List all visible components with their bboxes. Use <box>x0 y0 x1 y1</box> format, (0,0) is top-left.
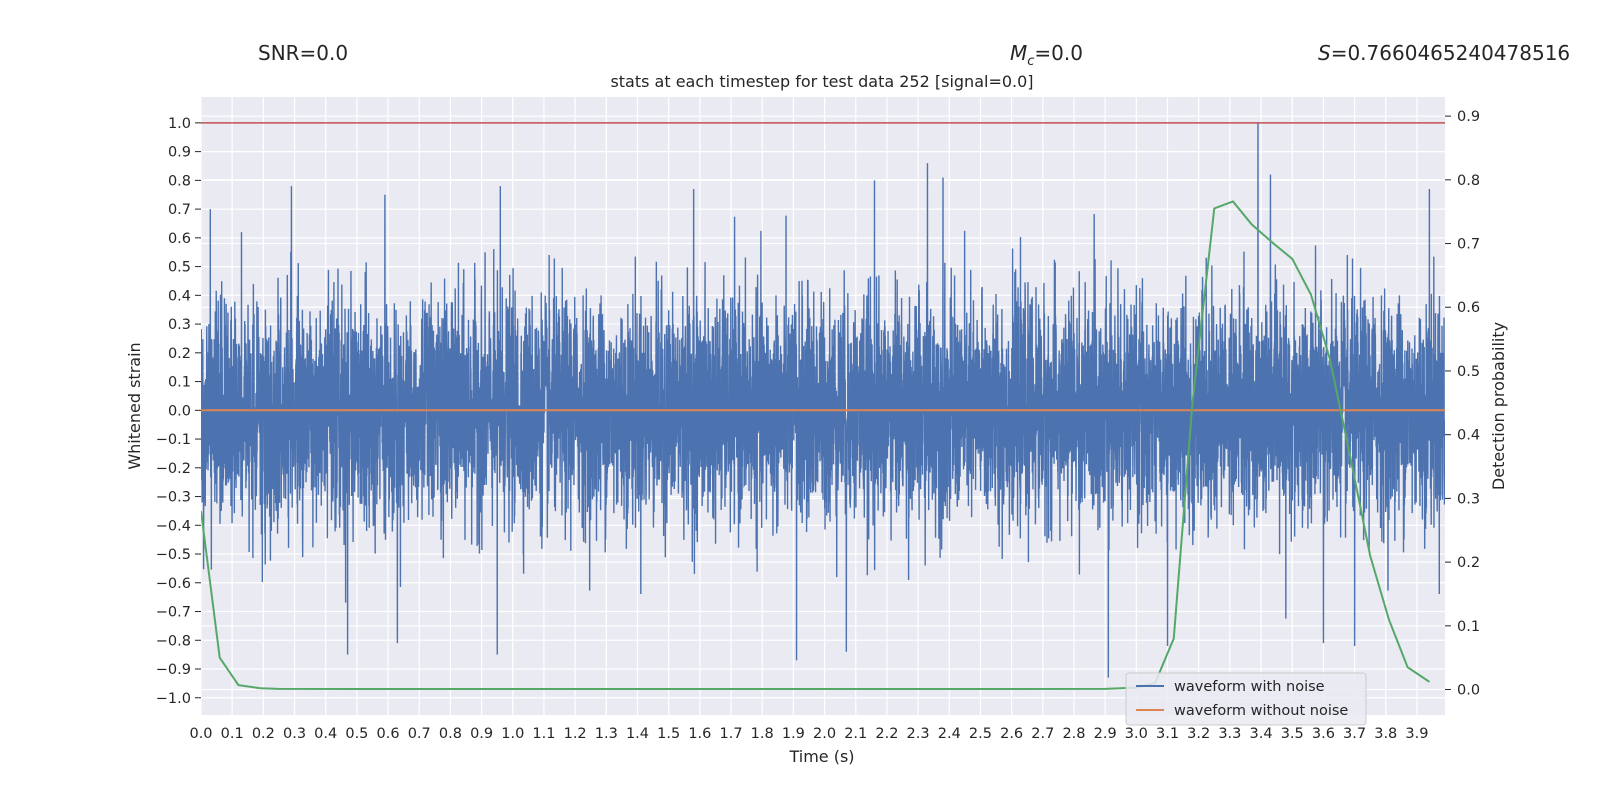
x-tick-label: 3.6 <box>1312 726 1335 742</box>
y-left-tick-label: 0.6 <box>168 231 191 247</box>
y-left-tick-label: 0.9 <box>168 145 191 161</box>
x-tick-label: 0.8 <box>439 726 462 742</box>
x-tick-label: 3.2 <box>1187 726 1210 742</box>
snr-label: SNR=0.0 <box>258 41 348 65</box>
y-right-tick-label: 0.0 <box>1457 683 1480 699</box>
y-left-tick-label: −0.8 <box>156 633 191 649</box>
y-left-tick-label: −0.7 <box>156 605 191 621</box>
y-axis-right-ticks: 0.9 0.8 0.7 0.6 0.5 0.4 0.3 0.2 0.1 0.0 <box>1445 109 1480 699</box>
s-label: S=0.7660465240478516 <box>1318 41 1570 65</box>
x-tick-label: 2.6 <box>1000 726 1023 742</box>
x-tick-label: 0.1 <box>221 726 244 742</box>
y-axis-right-label: Detection probability <box>1489 322 1508 490</box>
x-tick-label: 0.3 <box>283 726 306 742</box>
x-tick-label: 2.0 <box>813 726 836 742</box>
x-tick-label: 1.9 <box>782 726 805 742</box>
x-tick-label: 1.3 <box>595 726 618 742</box>
s-value: =0.7660465240478516 <box>1331 41 1570 65</box>
y-left-tick-label: −1.0 <box>156 691 191 707</box>
mc-value: =0.0 <box>1034 41 1083 65</box>
y-right-tick-label: 0.7 <box>1457 237 1480 253</box>
legend-entry-noise: waveform with noise <box>1174 679 1325 695</box>
y-left-tick-label: −0.9 <box>156 662 191 678</box>
mc-label: Mc=0.0 <box>1010 41 1083 69</box>
x-axis-label: Time (s) <box>788 747 854 766</box>
y-left-tick-label: −0.3 <box>156 490 191 506</box>
y-left-tick-label: 0.4 <box>168 288 191 304</box>
legend: waveform with noise waveform without noi… <box>1125 672 1367 726</box>
y-left-tick-label: 0.3 <box>168 317 191 333</box>
y-left-tick-label: 0.2 <box>168 346 191 362</box>
legend-entry-clean: waveform without noise <box>1174 703 1348 719</box>
y-right-tick-label: 0.6 <box>1457 300 1480 316</box>
x-tick-label: 2.9 <box>1094 726 1117 742</box>
x-tick-label: 2.5 <box>969 726 992 742</box>
x-tick-label: 1.8 <box>751 726 774 742</box>
x-tick-label: 3.3 <box>1218 726 1241 742</box>
x-tick-label: 3.0 <box>1125 726 1148 742</box>
y-right-tick-label: 0.8 <box>1457 173 1480 189</box>
x-tick-label: 3.4 <box>1250 726 1273 742</box>
x-tick-label: 2.8 <box>1062 726 1085 742</box>
y-left-tick-label: −0.2 <box>156 461 191 477</box>
y-left-tick-label: −0.6 <box>156 576 191 592</box>
y-right-tick-label: 0.1 <box>1457 619 1480 635</box>
x-axis-ticks: 0.0 0.1 0.2 0.3 0.4 0.5 0.6 0.7 0.8 0.9 1.0 1.1 1.2 1… <box>189 726 1428 742</box>
x-tick-label: 2.2 <box>875 726 898 742</box>
y-left-tick-label: −0.4 <box>156 518 191 534</box>
svg-text:Mc=0.0: Mc=0.0 <box>1010 41 1083 69</box>
x-tick-label: 2.1 <box>844 726 867 742</box>
x-tick-label: 0.2 <box>252 726 275 742</box>
y-left-tick-label: 1.0 <box>168 116 191 132</box>
x-tick-label: 2.4 <box>938 726 961 742</box>
x-tick-label: 1.5 <box>657 726 680 742</box>
x-tick-label: 1.0 <box>501 726 524 742</box>
x-tick-label: 3.7 <box>1343 726 1366 742</box>
y-axis-left-ticks: 1.0 0.9 0.8 0.7 0.6 0.5 0.4 0.3 0.2 0.1 0.0 −0.1 −0.… <box>156 116 201 707</box>
x-tick-label: 1.7 <box>719 726 742 742</box>
y-right-tick-label: 0.2 <box>1457 555 1480 571</box>
mc-symbol: M <box>1010 41 1027 65</box>
x-tick-label: 1.2 <box>564 726 587 742</box>
chart-title: stats at each timestep for test data 252… <box>610 72 1033 91</box>
x-tick-label: 3.5 <box>1281 726 1304 742</box>
y-left-tick-label: −0.5 <box>156 547 191 563</box>
y-left-tick-label: 0.0 <box>168 403 191 419</box>
x-tick-label: 0.5 <box>345 726 368 742</box>
y-left-tick-label: 0.8 <box>168 173 191 189</box>
y-right-tick-label: 0.5 <box>1457 364 1480 380</box>
x-tick-label: 1.1 <box>532 726 555 742</box>
x-tick-label: 1.4 <box>626 726 649 742</box>
x-tick-label: 2.3 <box>907 726 930 742</box>
x-tick-label: 3.8 <box>1374 726 1397 742</box>
series-waveform-with-noise <box>201 122 1445 678</box>
series-detection-probability <box>201 200 1430 691</box>
y-left-tick-label: −0.1 <box>156 432 191 448</box>
y-axis-left-label: Whitened strain <box>125 342 144 469</box>
y-left-tick-label: 0.7 <box>168 202 191 218</box>
x-tick-label: 1.6 <box>688 726 711 742</box>
x-tick-label: 0.9 <box>470 726 493 742</box>
s-symbol: S <box>1318 41 1331 65</box>
x-tick-label: 3.9 <box>1405 726 1428 742</box>
y-right-tick-label: 0.4 <box>1457 428 1480 444</box>
y-left-tick-label: 0.5 <box>168 260 191 276</box>
svg-text:S=0.7660465240478516: S=0.7660465240478516 <box>1318 41 1570 65</box>
x-tick-label: 2.7 <box>1031 726 1054 742</box>
x-tick-label: 3.1 <box>1156 726 1179 742</box>
y-right-tick-label: 0.3 <box>1457 491 1480 507</box>
x-tick-label: 0.6 <box>377 726 400 742</box>
x-tick-label: 0.7 <box>408 726 431 742</box>
y-left-tick-label: 0.1 <box>168 375 191 391</box>
x-tick-label: 0.4 <box>314 726 337 742</box>
x-tick-label: 0.0 <box>189 726 212 742</box>
legend-box <box>1125 672 1367 726</box>
mc-subscript: c <box>1027 54 1034 69</box>
y-right-tick-label: 0.9 <box>1457 109 1480 125</box>
